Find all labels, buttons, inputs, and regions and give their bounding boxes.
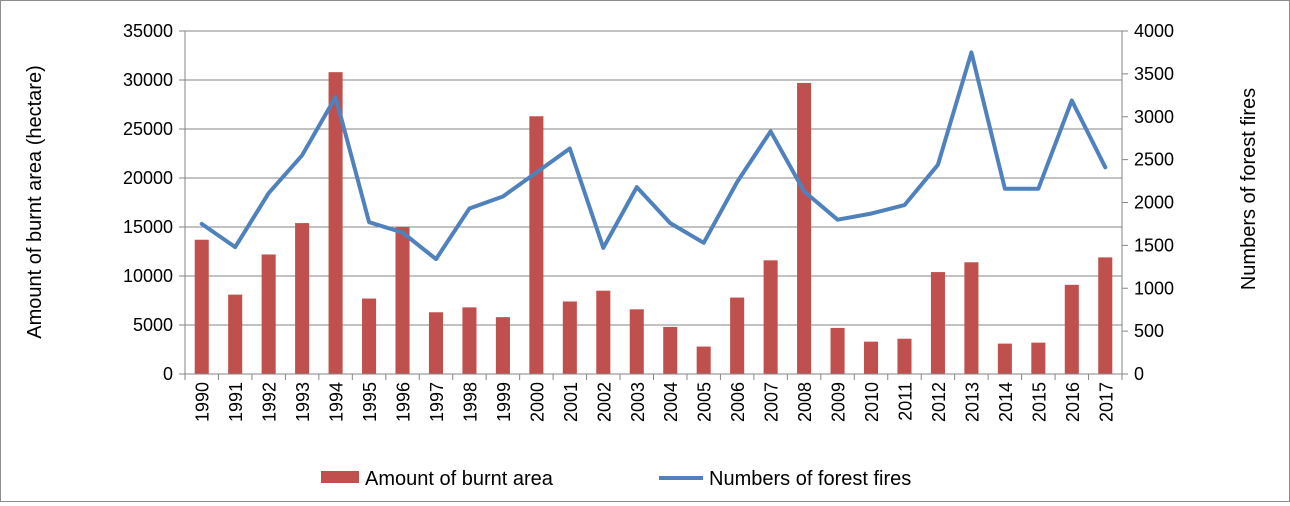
x-tick-label: 2014 — [996, 382, 1016, 422]
legend: Amount of burnt area Numbers of forest f… — [321, 468, 911, 490]
right-tick-label: 4000 — [1134, 21, 1174, 41]
x-tick-label: 2016 — [1063, 382, 1083, 422]
gridlines — [185, 31, 1122, 325]
bar-burnt-area — [831, 328, 845, 374]
burnt-area-bars — [195, 72, 1113, 374]
bar-burnt-area — [1065, 285, 1079, 374]
bar-burnt-area — [998, 344, 1012, 374]
bar-burnt-area — [797, 83, 811, 374]
bar-burnt-area — [663, 327, 677, 374]
bar-burnt-area — [496, 317, 510, 374]
x-tick-label: 2009 — [829, 382, 849, 422]
x-tick-label: 2001 — [561, 382, 581, 422]
x-tick-label: 1998 — [460, 382, 480, 422]
x-tick-label: 1990 — [193, 382, 213, 422]
left-tick-label: 25000 — [123, 119, 173, 139]
bar-burnt-area — [630, 309, 644, 374]
bar-burnt-area — [1031, 343, 1045, 374]
x-tick-label: 2004 — [661, 382, 681, 422]
bar-burnt-area — [529, 116, 543, 374]
bar-burnt-area — [462, 307, 476, 374]
bar-burnt-area — [295, 223, 309, 374]
right-tick-label: 2500 — [1134, 150, 1174, 170]
left-tick-label: 5000 — [133, 315, 173, 335]
x-tick-label: 1997 — [427, 382, 447, 422]
left-axis-title: Amount of burnt area (hectare) — [24, 65, 46, 338]
right-tick-label: 3000 — [1134, 107, 1174, 127]
x-tick-label: 2000 — [527, 382, 547, 422]
x-tick-label: 1992 — [260, 382, 280, 422]
x-tick-label: 2005 — [695, 382, 715, 422]
right-tick-label: 1500 — [1134, 235, 1174, 255]
left-axis-ticks: 0 5000 10000 15000 20000 25000 30000 35000 — [123, 21, 185, 384]
x-tick-label: 2012 — [929, 382, 949, 422]
x-tick-label: 2013 — [962, 382, 982, 422]
bar-burnt-area — [195, 240, 209, 374]
x-tick-label: 2007 — [762, 382, 782, 422]
right-tick-label: 1000 — [1134, 278, 1174, 298]
right-tick-label: 0 — [1134, 364, 1144, 384]
bar-burnt-area — [563, 301, 577, 374]
left-tick-label: 15000 — [123, 217, 173, 237]
right-tick-label: 500 — [1134, 321, 1164, 341]
right-axis-ticks: 0 500 1000 1500 2000 2500 3000 3500 4000 — [1122, 21, 1174, 384]
legend-swatch-burnt-area — [321, 471, 359, 483]
bar-burnt-area — [596, 291, 610, 374]
x-tick-label: 1993 — [293, 382, 313, 422]
bar-burnt-area — [395, 227, 409, 374]
bar-burnt-area — [730, 298, 744, 374]
x-tick-label: 1994 — [327, 382, 347, 422]
x-axis-ticks: 1990 1991 1992 1993 1994 1995 1996 1997 1998 1999… — [185, 374, 1122, 422]
x-tick-label: 2017 — [1096, 382, 1116, 422]
bar-burnt-area — [228, 295, 242, 374]
x-tick-label: 2008 — [795, 382, 815, 422]
x-tick-label: 1996 — [394, 382, 414, 422]
x-tick-label: 2011 — [895, 382, 915, 421]
bar-burnt-area — [1098, 257, 1112, 374]
legend-label-burnt-area: Amount of burnt area — [365, 468, 554, 490]
right-axis-title: Numbers of forest fires — [1238, 88, 1260, 290]
bar-burnt-area — [697, 347, 711, 374]
x-tick-label: 2006 — [728, 382, 748, 422]
right-tick-label: 3500 — [1134, 64, 1174, 84]
x-tick-label: 2015 — [1029, 382, 1049, 422]
bar-burnt-area — [964, 262, 978, 374]
x-tick-label: 1999 — [494, 382, 514, 422]
left-tick-label: 0 — [163, 364, 173, 384]
bar-burnt-area — [362, 299, 376, 374]
bar-burnt-area — [897, 339, 911, 374]
bar-burnt-area — [764, 260, 778, 374]
left-tick-label: 35000 — [123, 21, 173, 41]
legend-label-forest-fires: Numbers of forest fires — [709, 468, 911, 490]
x-tick-label: 2010 — [862, 382, 882, 422]
x-tick-label: 2003 — [628, 382, 648, 422]
x-tick-label: 1991 — [226, 382, 246, 422]
bar-burnt-area — [864, 342, 878, 374]
bar-burnt-area — [429, 312, 443, 374]
left-tick-label: 20000 — [123, 168, 173, 188]
left-tick-label: 10000 — [123, 266, 173, 286]
left-tick-label: 30000 — [123, 70, 173, 90]
right-tick-label: 2000 — [1134, 193, 1174, 213]
bar-burnt-area — [262, 254, 276, 374]
bar-burnt-area — [931, 272, 945, 374]
x-tick-label: 2002 — [594, 382, 614, 422]
x-tick-label: 1995 — [360, 382, 380, 422]
